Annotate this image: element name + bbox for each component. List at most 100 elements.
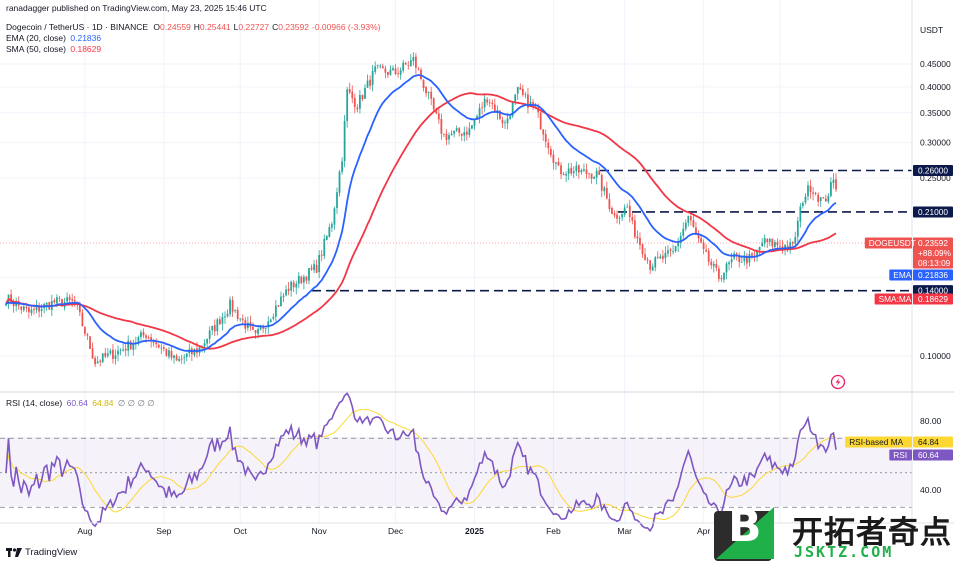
candle	[580, 168, 583, 175]
candle	[598, 166, 601, 176]
candle	[817, 192, 820, 207]
candle	[547, 138, 550, 155]
last-price-tag: 0.23592+88.09%08:13:09	[913, 237, 953, 269]
price-tick-label: 0.45000	[920, 59, 951, 69]
candle	[168, 347, 170, 360]
ohlc-value: 0.22727	[238, 22, 270, 32]
candle	[687, 215, 690, 227]
candle	[710, 258, 713, 270]
candle	[692, 214, 695, 228]
candle	[129, 339, 132, 351]
candle	[702, 239, 705, 255]
candle	[460, 133, 463, 142]
candle	[465, 126, 468, 141]
rsi-legend[interactable]: RSI (14, close) 60.64 64.84 ∅ ∅ ∅ ∅	[6, 398, 155, 409]
rsi-pane: 80.00 40.00	[0, 392, 942, 533]
candle	[717, 265, 720, 282]
candle	[89, 335, 91, 349]
candle	[789, 238, 792, 254]
candle	[346, 87, 349, 128]
ema-price-tag-text: 0.21836	[918, 270, 948, 280]
candle	[641, 243, 644, 258]
candle	[626, 203, 629, 208]
candle	[677, 237, 680, 253]
candle	[646, 257, 649, 264]
sma-axis-label-text: SMA:MA	[879, 294, 912, 304]
candle	[252, 322, 254, 331]
candle	[827, 192, 830, 204]
watermark-url: JSKTZ.COM	[794, 543, 894, 561]
candle	[142, 328, 145, 339]
candle	[109, 348, 112, 356]
candle	[325, 235, 328, 241]
candle	[440, 113, 443, 140]
rsi-tick-label: 40.00	[920, 485, 942, 495]
candle	[137, 335, 140, 346]
candle	[557, 157, 560, 167]
candle	[193, 348, 196, 358]
rsi-legend-value: 60.64	[66, 398, 88, 408]
candle	[269, 318, 272, 323]
candle	[679, 232, 682, 249]
time-tick-label: Aug	[77, 526, 92, 536]
ohlc-item: -0.00966 (-3.93%)	[312, 22, 381, 32]
level-price-tag-text: 0.26000	[918, 165, 948, 175]
candle	[218, 316, 221, 325]
time-tick-label: Apr	[697, 526, 710, 536]
candle	[549, 145, 552, 158]
candle	[766, 238, 769, 249]
candle	[221, 312, 224, 331]
symbol-legend[interactable]: Dogecoin / TetherUS · 1D · BINANCE O0.24…	[6, 22, 381, 33]
lightning-icon[interactable]	[830, 374, 846, 390]
ohlc-value: 0.24559	[160, 22, 191, 32]
candle	[822, 196, 825, 199]
candle	[656, 251, 659, 260]
price-tick-label: 0.35000	[920, 108, 951, 118]
tradingview-logo[interactable]: TradingView	[6, 547, 77, 558]
sma-legend[interactable]: SMA (50, close) 0.18629	[6, 44, 101, 55]
candle	[417, 67, 420, 71]
candle	[249, 315, 252, 332]
sma-price-tag: 0.18629	[913, 293, 953, 305]
candle	[412, 52, 415, 66]
candle	[644, 248, 646, 261]
watermark-title: 开拓者奇点	[792, 515, 952, 551]
candle	[178, 355, 181, 363]
candle	[359, 89, 361, 114]
candle	[208, 326, 211, 344]
candle	[290, 280, 293, 297]
ema-price-tag: 0.21836	[913, 269, 953, 281]
candle	[478, 103, 481, 124]
level-price-tag: 0.14000	[913, 285, 953, 297]
candle	[117, 345, 119, 362]
candle	[583, 163, 585, 173]
candle	[94, 355, 97, 368]
candle	[491, 99, 494, 110]
watermark-letter: B	[728, 501, 762, 552]
candle	[320, 250, 323, 262]
candle	[725, 261, 728, 280]
rsi-band	[0, 437, 912, 506]
candle	[445, 129, 448, 146]
last-price-tag-text: 08:13:09	[918, 258, 951, 268]
candle	[511, 100, 514, 118]
price-tick-label: 0.10000	[920, 351, 951, 361]
candle	[814, 191, 817, 196]
ema-legend[interactable]: EMA (20, close) 0.21836	[6, 33, 101, 44]
candle	[633, 214, 636, 240]
candle	[185, 352, 188, 362]
candle	[572, 166, 575, 179]
candle	[774, 239, 776, 250]
candle	[600, 173, 603, 198]
candle	[53, 298, 56, 304]
candle	[720, 275, 723, 282]
candle	[593, 175, 596, 180]
candle	[224, 311, 226, 324]
ohlc-item: L0.22727	[234, 22, 269, 32]
tradingview-brand: TradingView	[25, 547, 78, 558]
candle	[473, 119, 476, 130]
candle	[595, 167, 598, 185]
candle	[124, 344, 127, 357]
candle	[420, 67, 422, 81]
